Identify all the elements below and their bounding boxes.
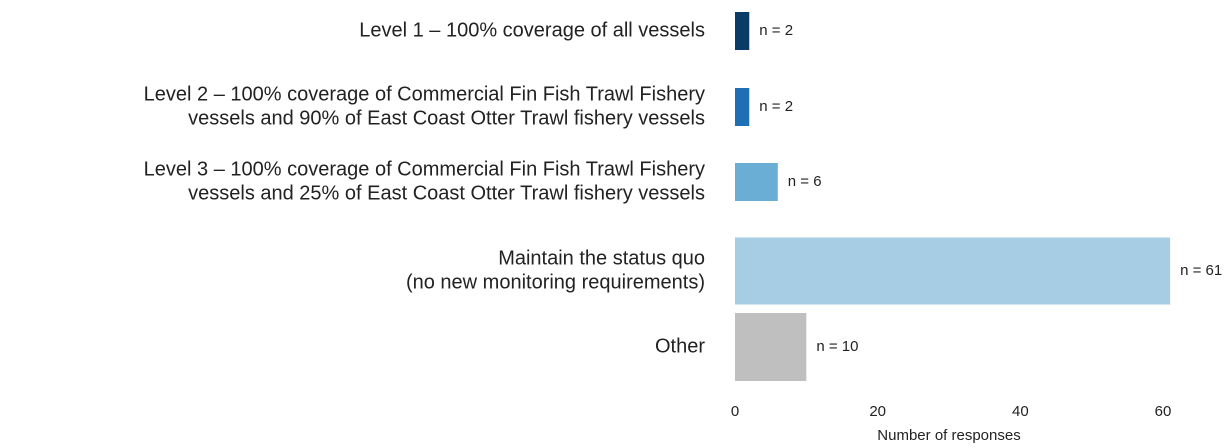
x-tick-label: 40: [1012, 403, 1029, 420]
value-label: n = 10: [816, 338, 858, 355]
category-label: Maintain the status quo: [498, 247, 705, 269]
value-label: n = 2: [759, 98, 793, 115]
category-label: Level 1 – 100% coverage of all vessels: [359, 19, 705, 41]
value-label: n = 6: [788, 173, 822, 190]
x-tick-label: 0: [731, 403, 739, 420]
x-axis-label: Number of responses: [877, 427, 1020, 443]
value-label: n = 2: [759, 22, 793, 39]
bar: [735, 88, 750, 126]
category-label: vessels and 25% of East Coast Otter Traw…: [188, 182, 705, 204]
category-label: vessels and 90% of East Coast Otter Traw…: [188, 107, 705, 129]
category-label: Other: [655, 335, 705, 357]
bar: [735, 163, 778, 201]
x-tick-label: 20: [869, 403, 886, 420]
category-label: (no new monitoring requirements): [406, 271, 705, 293]
bar: [735, 237, 1171, 305]
bar: [735, 313, 807, 381]
bar: [735, 12, 750, 50]
x-tick-label: 60: [1155, 403, 1172, 420]
category-label: Level 2 – 100% coverage of Commercial Fi…: [144, 83, 705, 105]
category-label: Level 3 – 100% coverage of Commercial Fi…: [144, 158, 705, 180]
value-label: n = 61: [1180, 262, 1222, 279]
